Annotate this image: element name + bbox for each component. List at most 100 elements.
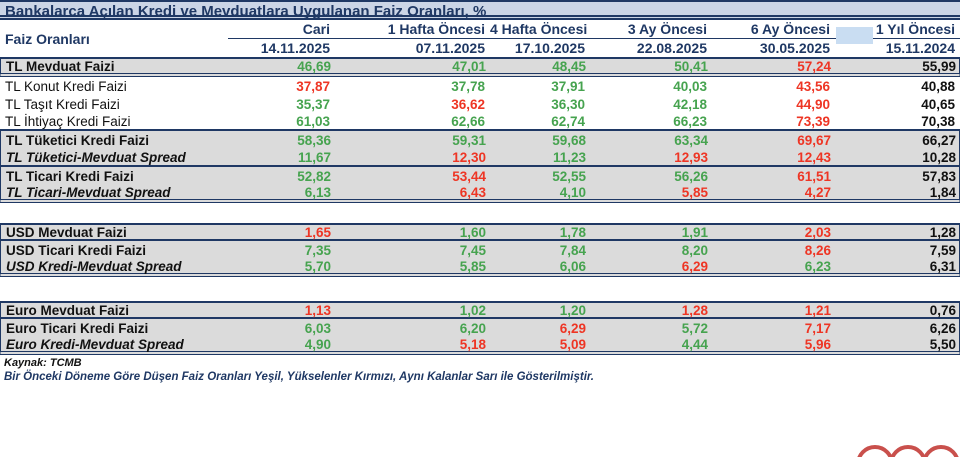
value-cell: 47,01 — [452, 59, 486, 74]
row-label: TL Ticari Kredi Faizi — [6, 168, 134, 184]
value-cell: 50,41 — [674, 59, 708, 74]
value-cell: 1,02 — [459, 303, 486, 318]
value-cell: 40,65 — [921, 96, 955, 112]
value-cell: 6,31 — [929, 259, 956, 274]
value-cell: 62,74 — [551, 113, 585, 129]
column-dates-row: 14.11.2025 07.11.2025 17.10.2025 22.08.2025… — [228, 39, 960, 58]
table-body: TL Mevduat Faizi 46,69 47,01 48,45 50,41 57,2… — [0, 59, 960, 355]
row-label: TL Tüketici-Mevduat Spread — [6, 149, 186, 165]
value-cell: 56,26 — [674, 168, 708, 184]
row-label: TL Konut Kredi Faizi — [5, 78, 127, 94]
value-cell: 40,88 — [921, 78, 955, 94]
value-cell: 6,06 — [559, 259, 586, 274]
column-header: Cari — [302, 21, 330, 37]
value-cell: 5,50 — [929, 337, 956, 352]
value-cell: 5,96 — [804, 337, 831, 352]
value-cell: 42,18 — [673, 96, 707, 112]
table-row: TL Mevduat Faizi 46,69 47,01 48,45 50,41 57,2… — [0, 59, 960, 77]
row-label: Euro Mevduat Faizi — [6, 303, 130, 318]
value-cell: 2,03 — [804, 225, 831, 240]
value-cell: 6,13 — [304, 185, 331, 200]
value-cell: 58,36 — [297, 132, 331, 148]
footer: Kaynak: TCMB Bir Önceki Döneme Göre Düşe… — [0, 355, 960, 385]
table-row: TL Ticari Kredi Faizi 52,82 53,44 52,55 56,2… — [0, 167, 960, 185]
value-cell: 4,90 — [304, 337, 331, 352]
value-cell: 7,84 — [559, 242, 586, 258]
value-cell: 7,45 — [459, 242, 486, 258]
table-row: TL Taşıt Kredi Faizi 35,37 36,62 36,30 42,18… — [0, 95, 960, 113]
column-date: 30.05.2025 — [759, 40, 830, 56]
selection-highlight — [836, 27, 873, 44]
value-cell: 44,90 — [796, 96, 830, 112]
row-label: USD Mevduat Faizi — [6, 225, 127, 240]
value-cell: 6,20 — [459, 320, 486, 336]
row-label: TL Taşıt Kredi Faizi — [5, 96, 120, 112]
column-names-row: Cari 1 Hafta Öncesi 4 Hafta Öncesi 3 Ay Önc… — [228, 20, 960, 39]
value-cell: 1,13 — [304, 303, 331, 318]
value-cell: 5,85 — [681, 185, 708, 200]
value-cell: 55,99 — [922, 59, 956, 74]
table-row: TL Tüketici-Mevduat Spread 11,67 12,30 11,2… — [0, 149, 960, 167]
column-date: 14.11.2025 — [260, 40, 330, 56]
row-label: USD Ticari Kredi Faizi — [6, 242, 147, 258]
value-cell: 6,26 — [929, 320, 956, 336]
value-cell: 0,76 — [929, 303, 956, 318]
value-cell: 61,03 — [296, 113, 330, 129]
value-cell: 1,21 — [804, 303, 831, 318]
value-cell: 6,29 — [559, 320, 586, 336]
spacer-row — [0, 203, 960, 223]
value-cell: 1,28 — [681, 303, 708, 318]
value-cell: 43,56 — [796, 78, 830, 94]
value-cell: 70,38 — [921, 113, 955, 129]
header-row-label: Faiz Oranları — [5, 30, 90, 47]
row-label: Euro Kredi-Mevduat Spread — [6, 337, 184, 352]
value-cell: 6,43 — [459, 185, 486, 200]
table-row: Euro Kredi-Mevduat Spread 4,90 5,18 5,09 4,4… — [0, 337, 960, 355]
table-row: USD Mevduat Faizi 1,65 1,60 1,78 1,91 2,03 1,2… — [0, 223, 960, 241]
row-label: Euro Ticari Kredi Faizi — [6, 320, 149, 336]
value-cell: 4,10 — [559, 185, 586, 200]
value-cell: 66,27 — [922, 132, 956, 148]
value-cell: 7,59 — [929, 242, 956, 258]
value-cell: 69,67 — [797, 132, 831, 148]
value-cell: 10,28 — [922, 149, 956, 165]
column-header: 6 Ay Öncesi — [750, 21, 830, 37]
logo-ring-icon — [922, 445, 960, 457]
value-cell: 62,66 — [451, 113, 485, 129]
value-cell: 6,29 — [681, 259, 708, 274]
source-note: Kaynak: TCMB — [4, 357, 82, 369]
value-cell: 4,27 — [804, 185, 831, 200]
value-cell: 1,60 — [459, 225, 486, 240]
spacer-row — [0, 277, 960, 301]
value-cell: 1,84 — [929, 185, 956, 200]
column-header: 1 Hafta Öncesi — [387, 21, 485, 37]
value-cell: 61,51 — [797, 168, 831, 184]
value-cell: 5,09 — [559, 337, 586, 352]
row-label: USD Kredi-Mevduat Spread — [6, 259, 182, 274]
value-cell: 57,24 — [797, 59, 831, 74]
value-cell: 6,23 — [804, 259, 831, 274]
column-date: 22.08.2025 — [636, 40, 707, 56]
value-cell: 1,65 — [304, 225, 331, 240]
value-cell: 4,44 — [681, 337, 708, 352]
value-cell: 8,20 — [681, 242, 708, 258]
value-cell: 1,78 — [559, 225, 586, 240]
value-cell: 1,28 — [929, 225, 956, 240]
value-cell: 37,91 — [551, 78, 585, 94]
value-cell: 37,78 — [451, 78, 485, 94]
value-cell: 48,45 — [552, 59, 586, 74]
value-cell: 5,72 — [681, 320, 708, 336]
row-label: TL İhtiyaç Kredi Faizi — [5, 113, 131, 129]
value-cell: 59,68 — [552, 132, 586, 148]
value-cell: 12,30 — [452, 149, 486, 165]
value-cell: 5,18 — [459, 337, 486, 352]
row-label: TL Ticari-Mevduat Spread — [6, 185, 171, 200]
brand-rings-logo — [856, 445, 960, 457]
table-header: Faiz Oranları Cari 1 Hafta Öncesi 4 Hafta … — [0, 20, 960, 59]
value-cell: 7,35 — [304, 242, 331, 258]
value-cell: 52,82 — [297, 168, 331, 184]
value-cell: 11,67 — [297, 149, 331, 165]
value-cell: 37,87 — [296, 78, 330, 94]
column-headers: Cari 1 Hafta Öncesi 4 Hafta Öncesi 3 Ay Önc… — [228, 20, 960, 57]
